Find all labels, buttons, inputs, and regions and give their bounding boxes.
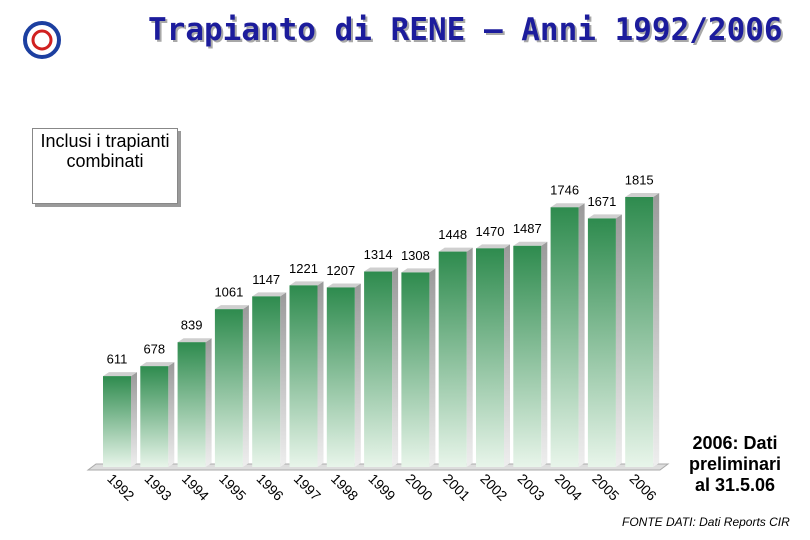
bar [438,251,467,467]
note: 2006: Dati preliminari al 31.5.06 [688,433,782,495]
logo [23,21,61,59]
x-tick-label: 2001 [440,470,473,503]
bar-side [242,305,249,467]
bar-top [550,203,585,208]
bar-side [578,203,585,467]
value-label: 1815 [625,172,654,187]
annotation-box: Inclusi i trapianti combinati [32,128,178,204]
value-label: 839 [181,318,203,333]
bar-top [326,283,361,288]
value-label: 1207 [326,263,355,278]
x-tick-label: 1997 [291,470,324,503]
bar [103,376,131,467]
bar-top [625,193,660,197]
value-label: 1487 [513,221,542,236]
bar-side [354,283,361,467]
x-tick-label: 2005 [589,470,622,503]
value-label: 1314 [364,247,393,262]
x-tick-label: 2006 [626,470,659,503]
x-tick-label: 2000 [403,470,436,503]
bar-top [140,362,175,367]
value-label: 1448 [438,227,467,242]
bar [550,207,579,467]
title: Trapianto di RENE – Anni 1992/2006 [148,12,783,48]
x-tick-label: 1998 [328,470,361,503]
bar-side [205,338,212,467]
value-label: 678 [143,342,165,357]
bar [289,285,318,467]
bar [177,342,206,467]
bar [513,245,542,467]
value-label: 1147 [252,272,280,287]
bar [140,366,169,467]
bar-top [438,247,473,252]
x-tick-label: 1994 [179,470,212,503]
bar-side [541,241,548,467]
bar-side [466,247,473,467]
x-tick-label: 2002 [477,470,510,503]
bar [476,248,504,467]
bar [252,296,281,467]
bar-top [103,372,137,377]
bar [364,271,393,467]
bar-top [401,268,436,273]
bar-top [476,244,510,249]
bar-side [168,362,175,467]
bar [401,272,430,467]
source: FONTE DATI: Dati Reports CIR [622,515,790,529]
bar-side [504,244,510,467]
bar-top [364,267,399,272]
bar [326,287,355,467]
bar-side [317,281,324,467]
bar-top [252,292,287,297]
value-label: 1308 [401,248,430,263]
bar-top [214,305,249,310]
value-label: 1061 [214,285,243,300]
x-tick-label: 1993 [142,470,175,503]
x-tick-label: 1995 [216,470,249,503]
bar-side [280,292,287,467]
bar-side [615,214,622,467]
x-tick-label: 1999 [365,470,398,503]
value-label: 1746 [550,183,579,198]
bar-side [429,268,436,467]
value-label: 1470 [476,224,505,239]
bar [214,309,243,467]
value-label: 611 [107,352,128,367]
bar-top [587,214,622,219]
bar-top [289,281,324,286]
bar [587,218,616,467]
bar-top [177,338,212,343]
value-label: 1671 [587,194,616,209]
bar [625,197,654,467]
x-tick-label: 1996 [253,470,286,503]
x-tick-label: 1992 [104,470,137,503]
x-tick-label: 2003 [515,470,548,503]
value-label: 1221 [289,261,318,276]
bar-side [392,267,399,467]
bar-side [653,193,660,467]
x-tick-label: 2004 [552,470,585,503]
bar-top [513,241,548,246]
bar-side [131,372,137,467]
